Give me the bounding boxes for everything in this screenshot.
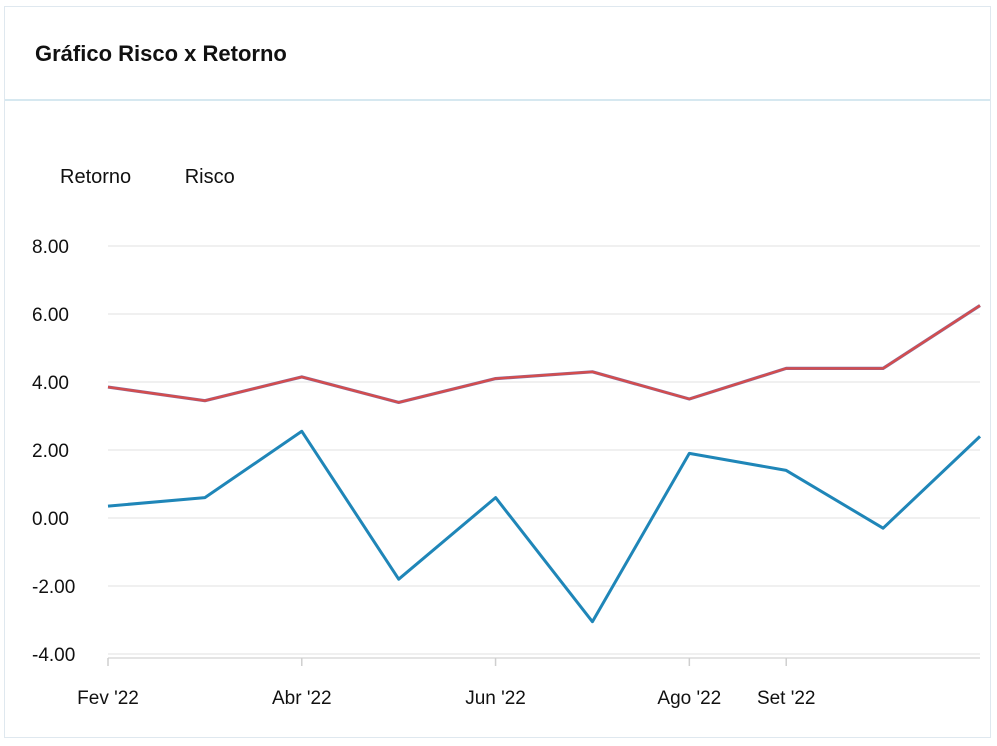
y-tick-label: 6.00 [32,305,69,326]
chart-card: Gráfico Risco x Retorno [4,6,991,738]
x-tick-label: Set '22 [757,688,816,709]
legend-item-risco[interactable]: Risco [184,166,235,188]
y-tick-label: 2.00 [32,441,69,462]
card-header: Gráfico Risco x Retorno [5,7,990,101]
legend-item-retorno[interactable]: Retorno [60,166,132,188]
y-tick-label: 8.00 [32,237,69,258]
x-tick-label: Fev '22 [77,688,139,709]
chart-title: Gráfico Risco x Retorno [35,41,287,66]
y-tick-label: -4.00 [32,645,75,666]
series-line-risco [107,304,981,404]
y-tick-label: 4.00 [32,373,69,394]
chart-legend: Retorno Risco [60,166,283,189]
y-tick-label: 0.00 [32,509,69,530]
series-line-retorno [107,429,982,624]
y-tick-label: -2.00 [32,577,75,598]
x-tick-label: Abr '22 [272,688,332,709]
x-tick-label: Ago '22 [657,688,721,709]
x-tick-label: Jun '22 [465,688,526,709]
series-line-risco-shadow [107,304,981,404]
